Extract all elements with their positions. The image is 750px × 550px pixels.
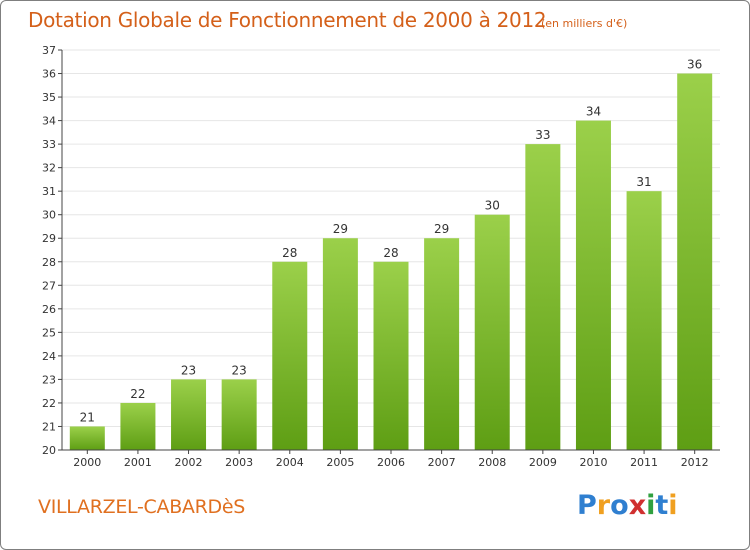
y-tick-label: 29 [42,232,56,245]
bars [69,73,713,451]
logo-letter: r [596,490,611,521]
y-tick-label: 32 [42,162,56,175]
data-label: 28 [282,246,297,260]
y-tick-label: 21 [42,420,56,433]
y-tick-label: 22 [42,397,56,410]
x-tick-label: 2008 [478,456,506,469]
data-label: 31 [636,175,651,189]
bar [424,238,460,450]
x-tick-label: 2003 [225,456,253,469]
bar [69,426,105,450]
y-tick-label: 23 [42,373,56,386]
data-label: 30 [485,199,500,213]
bar [120,402,156,450]
bar [221,379,257,450]
logo-letter: o [610,490,629,521]
bar [626,191,662,451]
data-label: 23 [181,363,196,377]
y-tick-label: 30 [42,209,56,222]
x-tick-label: 2007 [428,456,456,469]
data-labels: 21 22 23 23 28 29 28 29 30 33 34 31 36 [80,58,703,425]
y-tick-label: 34 [42,115,56,128]
data-label: 34 [586,105,601,119]
data-label: 33 [535,128,550,142]
x-tick-label: 2011 [630,456,658,469]
data-label: 22 [130,387,145,401]
y-tick-label: 24 [42,350,56,363]
logo-letter: t [655,490,669,521]
x-tick-label: 2000 [73,456,101,469]
data-label: 23 [232,363,247,377]
bar [677,73,713,450]
proxiti-logo: Proxiti [577,490,678,521]
y-tick-label: 26 [42,303,56,316]
x-tick-label: 2006 [377,456,405,469]
x-tick-label: 2012 [681,456,709,469]
place-name: VILLARZEL-CABARDèS [38,496,246,518]
bar [525,144,561,450]
x-tick-label: 2009 [529,456,557,469]
x-tick-label: 2005 [326,456,354,469]
bar [373,261,409,450]
chart-title: Dotation Globale de Fonctionnement de 20… [28,8,547,32]
bar [474,214,510,450]
chart-subtitle: (en milliers d'€) [541,17,628,30]
x-tick-label: 2010 [579,456,607,469]
logo-letter: x [628,490,647,521]
data-label: 21 [80,410,95,424]
data-label: 36 [687,58,702,72]
logo-letter: i [668,490,678,521]
x-tick-label: 2001 [124,456,152,469]
y-tick-label: 28 [42,256,56,269]
data-label: 29 [333,222,348,236]
y-tick-label: 25 [42,326,56,339]
y-tick-label: 31 [42,185,56,198]
y-tick-label: 37 [42,44,56,57]
bar [322,238,358,450]
x-tick-label: 2002 [175,456,203,469]
logo-letter: P [577,490,597,521]
bar [171,379,207,450]
data-label: 29 [434,222,449,236]
x-tick-labels: 2000 2001 2002 2003 2004 2005 2006 2007 2008 2009… [73,450,709,469]
y-tick-labels: 20 21 22 23 24 25 26 27 28 29 30 31 32 33 34 35 36 37 [42,44,56,457]
logo-letter: i [646,490,656,521]
y-tick-label: 35 [42,91,56,104]
y-tick-label: 36 [42,68,56,81]
bar [272,261,308,450]
bar [575,120,611,451]
data-label: 28 [383,246,398,260]
x-tick-label: 2004 [276,456,304,469]
y-tick-label: 33 [42,138,56,151]
y-tick-label: 20 [42,444,56,457]
y-tick-label: 27 [42,279,56,292]
